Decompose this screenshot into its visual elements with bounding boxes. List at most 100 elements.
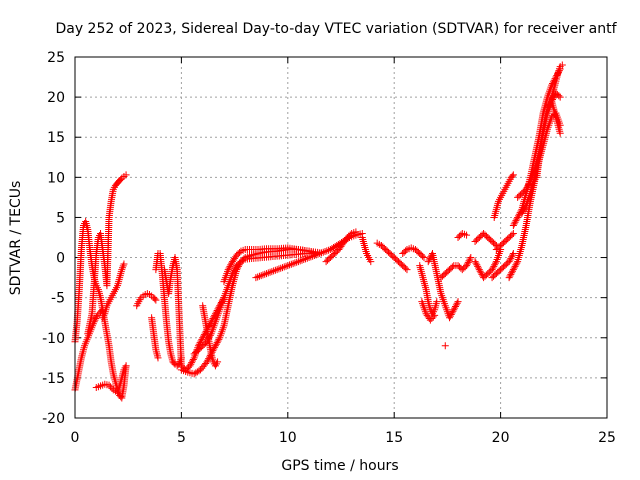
data-point <box>491 259 499 267</box>
series-track-12 <box>199 302 222 370</box>
data-point <box>287 260 295 268</box>
data-point <box>106 383 114 391</box>
data-point <box>316 250 324 258</box>
series-track-27 <box>492 229 517 254</box>
data-point <box>488 266 496 274</box>
series-track-4 <box>92 362 130 396</box>
data-point <box>224 266 232 274</box>
data-point <box>556 121 564 129</box>
data-point <box>556 129 564 137</box>
series-track-24 <box>454 229 471 241</box>
data-point <box>510 264 518 272</box>
series-track-3 <box>84 171 130 338</box>
data-point <box>441 342 449 350</box>
data-point <box>489 264 497 272</box>
series-track-23 <box>441 342 449 350</box>
data-point <box>509 266 517 274</box>
data-point <box>367 258 375 266</box>
data-point <box>277 264 285 272</box>
data-point <box>453 299 461 307</box>
data-point <box>513 215 521 223</box>
data-point <box>215 335 223 343</box>
data-point <box>226 262 234 270</box>
data-point <box>449 307 457 315</box>
data-point <box>280 263 288 271</box>
data-point <box>214 337 222 345</box>
data-point <box>187 360 195 368</box>
data-point <box>270 267 278 275</box>
x-tick-label: 5 <box>177 430 186 446</box>
data-point <box>431 311 439 319</box>
data-point <box>230 266 238 274</box>
data-point <box>450 306 458 314</box>
data-point <box>303 254 311 262</box>
data-point <box>506 272 514 280</box>
data-point <box>212 340 220 348</box>
series-track-25 <box>471 246 505 282</box>
data-point <box>513 259 521 267</box>
data-point <box>490 262 498 270</box>
data-point <box>186 362 194 370</box>
data-point <box>252 274 260 282</box>
data-point <box>197 337 205 345</box>
data-point <box>448 309 456 317</box>
data-point <box>426 316 434 324</box>
data-point <box>152 296 160 304</box>
data-point <box>511 218 519 226</box>
data-points <box>71 61 566 402</box>
series-track-5 <box>99 260 128 322</box>
data-point <box>507 270 515 278</box>
data-point <box>467 254 475 262</box>
data-point <box>282 262 290 270</box>
tick-labels: 0 5 10 15 20 25 -20 -15 -10 -5 0 5 10 15 20 25 <box>42 50 616 446</box>
series-track-21 <box>418 298 439 324</box>
data-point <box>259 271 267 279</box>
data-point <box>188 359 196 367</box>
data-point <box>120 260 128 268</box>
data-point <box>463 260 471 268</box>
data-point <box>508 269 516 277</box>
x-axis-title: GPS time / hours <box>281 458 398 474</box>
data-point <box>264 269 272 277</box>
data-point <box>505 258 513 266</box>
series-track-14 <box>252 229 366 282</box>
data-point <box>466 255 474 263</box>
data-point <box>509 250 517 258</box>
data-point <box>555 92 563 100</box>
series-track-17 <box>373 239 411 274</box>
data-point <box>314 250 322 258</box>
data-point <box>509 171 517 179</box>
data-point <box>236 248 244 256</box>
data-point <box>508 231 516 239</box>
data-point <box>275 265 283 273</box>
series-track-19 <box>416 262 441 318</box>
data-point <box>520 206 528 214</box>
data-point <box>509 251 517 259</box>
data-point <box>420 254 428 262</box>
y-tick-label: -10 <box>42 331 65 347</box>
data-point <box>257 272 265 280</box>
x-tick-label: 20 <box>492 430 510 446</box>
data-point <box>506 256 514 264</box>
series-track-29 <box>488 250 517 282</box>
series-track-15 <box>322 228 360 266</box>
data-point <box>122 171 130 179</box>
data-point <box>451 304 459 312</box>
data-point <box>266 268 274 276</box>
data-point <box>433 298 441 306</box>
data-point <box>261 270 269 278</box>
data-point <box>231 265 239 273</box>
data-point <box>278 264 286 272</box>
series-track-7 <box>148 314 162 362</box>
x-tick-label: 10 <box>279 430 297 446</box>
y-tick-label: 5 <box>56 210 65 226</box>
series-track-18 <box>399 244 428 262</box>
data-point <box>189 355 197 363</box>
data-point <box>310 252 318 260</box>
chart-title: Day 252 of 2023, Sidereal Day-to-day VTE… <box>55 21 617 37</box>
grid <box>75 57 607 418</box>
data-point <box>263 270 271 278</box>
data-point <box>402 264 410 272</box>
data-point <box>454 298 462 306</box>
